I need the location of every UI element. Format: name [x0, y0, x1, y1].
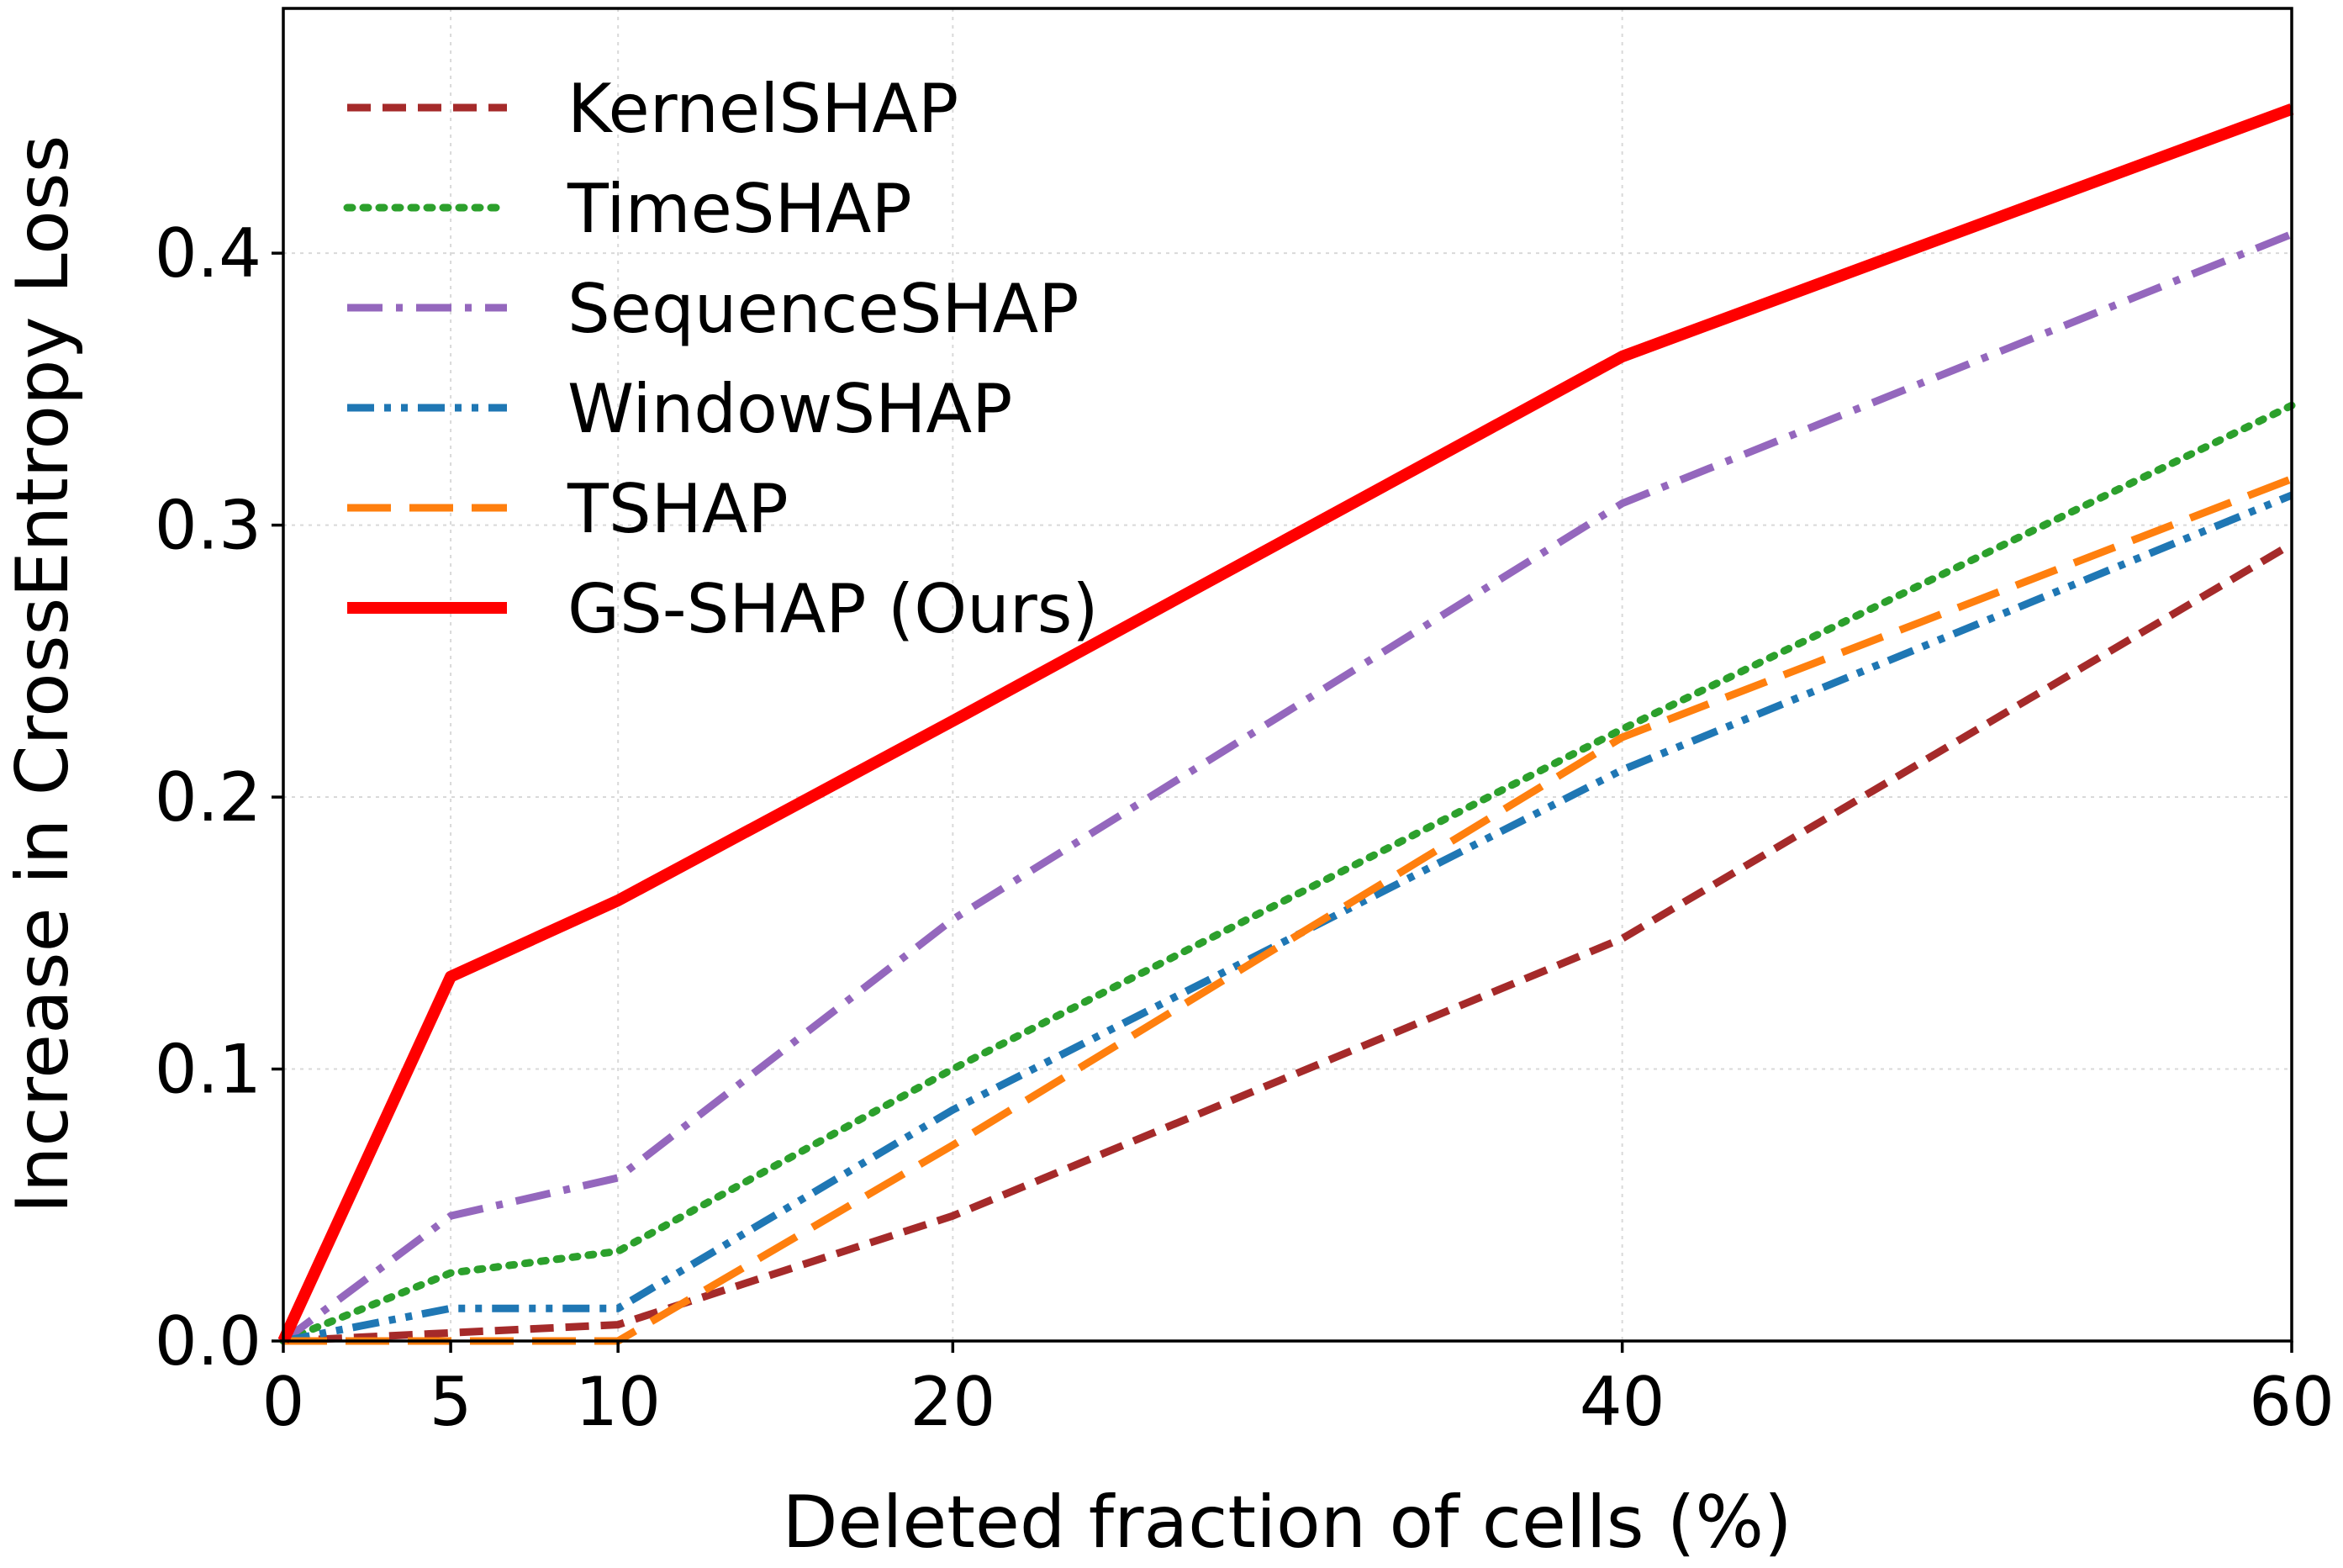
legend-item: SequenceSHAP: [347, 270, 1079, 348]
series-line: [277, 103, 2294, 1344]
y-tick-label: 0.1: [155, 1031, 261, 1109]
x-tick-label: 0: [262, 1363, 305, 1441]
legend-item: KernelSHAP: [347, 70, 958, 148]
x-tick-label: 40: [1580, 1363, 1665, 1441]
x-tick-label: 20: [910, 1363, 995, 1441]
y-tick-label: 0.3: [155, 487, 261, 565]
x-tick-label: 10: [575, 1363, 661, 1441]
legend-label: TimeSHAP: [567, 170, 912, 248]
legend-label: TSHAP: [567, 470, 789, 548]
y-tick-label: 0.0: [155, 1302, 261, 1381]
series-line: [279, 401, 2296, 1345]
plot-frame: [282, 7, 2293, 1343]
legend-label: KernelSHAP: [567, 70, 958, 148]
legend-label: WindowSHAP: [567, 370, 1012, 448]
legend-label: GS-SHAP (Ours): [567, 570, 1099, 648]
x-tick-label: 5: [430, 1363, 472, 1441]
legend-item: GS-SHAP (Ours): [347, 570, 1099, 648]
x-tick-label: 60: [2249, 1363, 2335, 1441]
legend-label: SequenceSHAP: [567, 270, 1079, 348]
y-tick-label: 0.2: [155, 758, 261, 837]
legend-item: TimeSHAP: [343, 170, 912, 248]
legend-item: WindowSHAP: [347, 370, 1012, 448]
legend-item: TSHAP: [347, 470, 789, 548]
series-line: [282, 491, 2293, 1345]
x-axis-label: Deleted fraction of cells (%): [782, 1481, 1792, 1565]
x-axis-ticks: 0 5 10 20 40 60: [262, 1341, 2335, 1441]
y-axis-ticks: 0.0 0.1 0.2 0.3 0.4: [155, 214, 283, 1381]
series-line: [282, 541, 2294, 1345]
y-axis-label: Increase in CrossEntropy Loss: [1, 135, 85, 1214]
y-tick-label: 0.4: [155, 214, 261, 293]
legend: KernelSHAP TimeSHAP SequenceSHAP WindowSHAP…: [343, 70, 1099, 648]
